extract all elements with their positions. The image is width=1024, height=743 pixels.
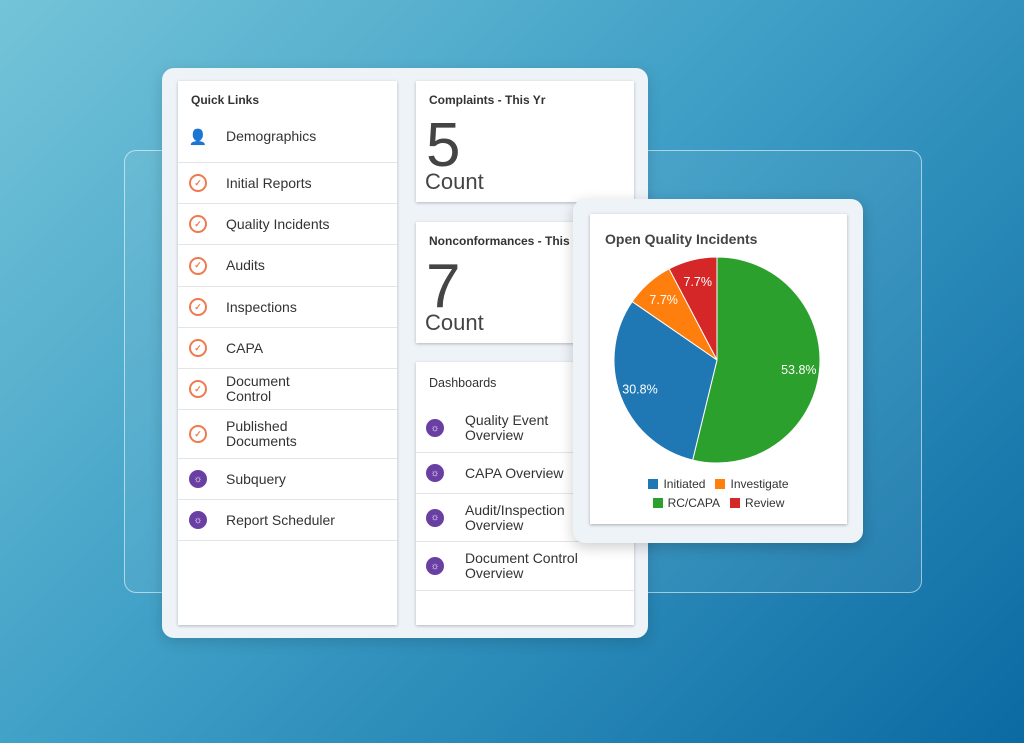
dashboard-link[interactable]: ☼ Audit/Inspection Overview [416,494,634,542]
dashboard-panel: Quick Links 👤 Demographics ✓ Initial Report… [162,68,648,638]
dashboard-link[interactable]: ☼ Document Control Overview [416,542,634,591]
legend-swatch [652,498,663,508]
legend-item[interactable]: Review [730,496,784,510]
nonconformances-count: 7 [426,252,461,321]
quick-link-label: Audits [226,257,265,273]
lightbulb-icon: ☼ [426,419,444,437]
target-check-icon: ✓ [189,425,207,443]
quick-link-audits[interactable]: ✓ Audits [178,245,397,287]
legend-swatch [730,498,741,508]
dashboard-link[interactable]: ☼ Quality Event Overview [416,404,634,453]
quick-link-label: Demographics [226,128,317,144]
nonconformances-title: Nonconformances - This Yr [429,234,586,248]
quick-link-published-documents[interactable]: ✓ Published Documents [178,410,397,459]
target-check-icon: ✓ [189,339,207,357]
lightbulb-icon: ☼ [189,511,207,529]
pie-slice-initiated[interactable] [613,300,718,461]
quick-link-subquery[interactable]: ☼ Subquery [178,459,397,500]
lightbulb-icon: ☼ [189,470,207,488]
legend-swatch [715,479,726,489]
quick-link-label: Initial Reports [226,174,312,191]
lightbulb-icon: ☼ [426,557,444,575]
pie-slice-review[interactable] [668,256,718,361]
quick-link-document-control[interactable]: ✓ Document Control [178,369,397,410]
target-check-icon: ✓ [189,298,207,316]
quick-link-label: Report Scheduler [226,511,335,528]
lightbulb-icon: ☼ [426,508,444,527]
quick-link-label: Inspections [226,298,297,315]
complaints-unit: Count [425,169,484,194]
quick-link-label: Subquery [226,470,286,487]
quick-link-initial-reports[interactable]: ✓ Initial Reports [178,163,397,204]
quick-link-demographics[interactable]: 👤 Demographics [178,111,397,163]
pie-data-label: 30.8% [622,382,657,396]
quick-link-report-scheduler[interactable]: ☼ Report Scheduler [178,500,397,541]
dashboard-link-label: Audit/Inspection Overview [465,501,565,533]
quick-link-label: CAPA [226,339,264,356]
dashboard-link[interactable]: ☼ CAPA Overview [416,453,634,494]
quick-links-title: Quick Links [191,93,260,107]
pie-chart-inner: Open Quality Incidents 53.8% 30.8% 7.7% 7.7… [590,214,847,524]
quick-link-label: Published Documents [226,418,297,449]
legend-label: Review [745,496,785,510]
pie-data-label: 53.8% [781,363,816,377]
dashboard-link-label: Quality Event Overview [465,412,549,443]
quick-link-quality-incidents[interactable]: ✓ Quality Incidents [178,204,397,245]
lightbulb-icon: ☼ [426,464,444,482]
legend-item[interactable]: RC/CAPA [652,496,721,510]
legend-swatch [648,479,659,489]
quick-link-inspections[interactable]: ✓ Inspections [178,287,397,328]
legend-row-2: RC/CAPA Review [590,496,847,510]
pie-chart-card: Open Quality Incidents 53.8% 30.8% 7.7% 7.7… [573,199,863,543]
quick-link-capa[interactable]: ✓ CAPA [178,328,397,369]
quick-link-label: Quality Incidents [226,215,330,232]
pie-data-label: 7.7% [684,275,713,289]
legend-label: Initiated [663,477,706,491]
dashboard-link-label: Document Control Overview [465,550,578,581]
quick-links-card: Quick Links 👤 Demographics ✓ Initial Report… [178,81,397,625]
legend-label: RC/CAPA [667,496,721,510]
complaints-count: 5 [426,111,461,180]
dashboards-title: Dashboards [429,376,497,390]
complaints-title: Complaints - This Yr [429,93,546,107]
legend-row-1: Initiated Investigate [590,477,847,491]
target-check-icon: ✓ [189,380,207,398]
pie-slice-rc-capa[interactable] [692,256,821,464]
target-check-icon: ✓ [189,256,207,275]
pie-chart: 53.8% 30.8% 7.7% 7.7% [613,256,821,464]
legend-item[interactable]: Investigate [715,477,789,491]
legend-label: Investigate [730,477,789,491]
chart-title: Open Quality Incidents [605,231,758,247]
target-check-icon: ✓ [189,215,207,233]
quick-link-label: Document Control [226,373,290,404]
complaints-card[interactable]: Complaints - This Yr 5 Count [416,81,634,202]
dashboard-link-label: CAPA Overview [465,464,564,481]
nonconformances-unit: Count [425,310,484,335]
legend-item[interactable]: Initiated [648,477,705,491]
pie-data-label: 7.7% [649,293,678,307]
target-check-icon: ✓ [189,174,207,192]
person-icon: 👤 [188,128,208,146]
